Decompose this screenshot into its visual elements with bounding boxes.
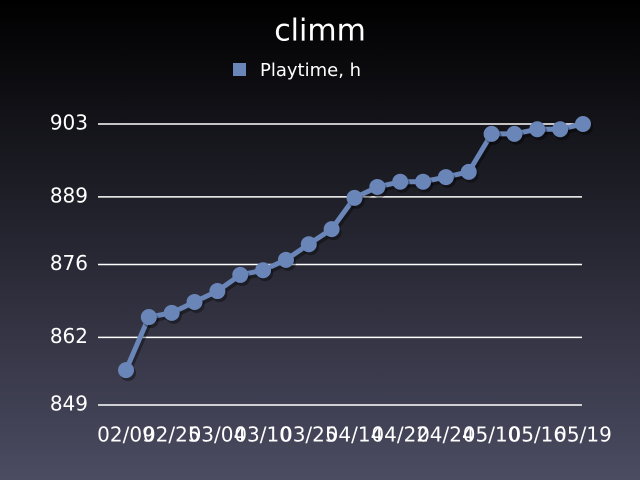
data-point [209, 283, 226, 300]
data-point [118, 362, 134, 379]
x-tick-label: 03/10 [234, 423, 292, 447]
data-point [529, 121, 546, 138]
data-point [140, 309, 157, 326]
data-point [186, 293, 203, 310]
x-tick-label: 05/10 [463, 423, 521, 447]
x-tick-label: 03/25 [280, 423, 338, 447]
data-point [369, 178, 386, 195]
data-point [552, 121, 569, 138]
legend-label: Playtime, h [260, 60, 361, 81]
x-tick-label: 02/25 [143, 423, 201, 447]
data-point [392, 173, 409, 190]
x-tick-label: 03/04 [189, 423, 247, 447]
data-point [323, 221, 340, 238]
x-tick-label: 04/22 [371, 423, 429, 447]
y-tick-label: 862 [50, 324, 88, 348]
x-tick-label: 02/09 [97, 423, 155, 447]
y-tick-label: 849 [50, 392, 88, 416]
y-tick-label: 876 [50, 251, 88, 275]
data-point [575, 116, 591, 132]
data-point [232, 266, 249, 283]
data-point [255, 262, 272, 279]
data-point [415, 173, 432, 190]
x-tick-label: 05/16 [508, 423, 566, 447]
chart-title: climm [274, 14, 366, 49]
data-point [346, 189, 363, 206]
data-point [437, 169, 454, 186]
data-point [277, 251, 294, 268]
x-tick-label: 04/14 [326, 423, 384, 447]
y-tick-label: 903 [50, 111, 88, 135]
data-point [483, 125, 500, 142]
data-point [300, 236, 317, 253]
x-tick-label: 04/24 [417, 423, 475, 447]
x-tick-label: 05/19 [554, 423, 612, 447]
data-point [460, 163, 477, 180]
legend-swatch [233, 63, 246, 76]
y-tick-label: 889 [50, 183, 88, 207]
data-point [506, 125, 523, 142]
data-point [163, 304, 180, 321]
